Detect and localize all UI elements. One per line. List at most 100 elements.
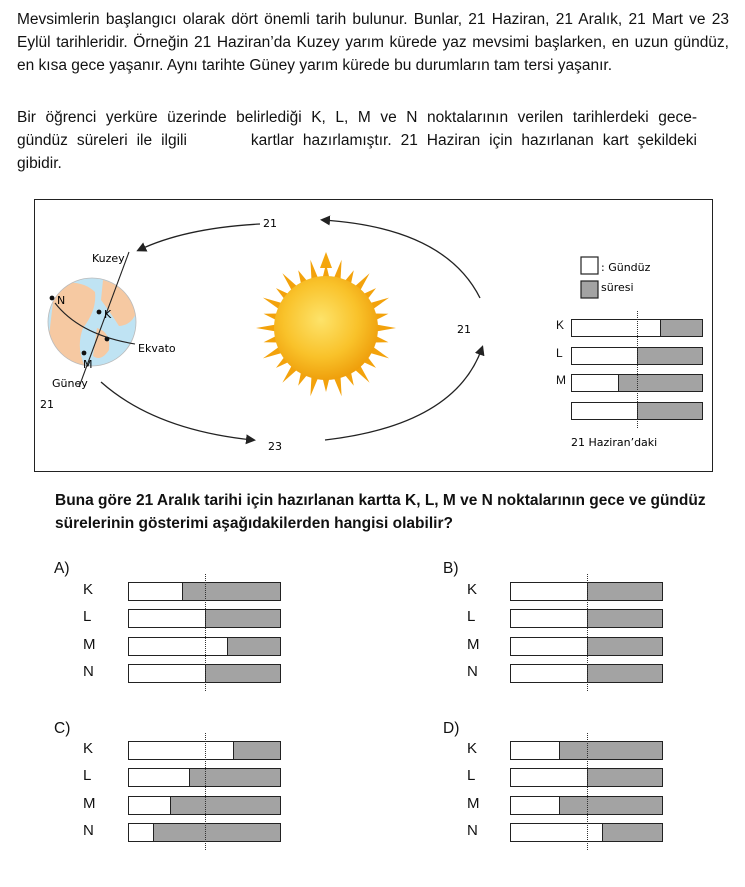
option-row-label: N xyxy=(467,662,478,680)
option-row-day-segment xyxy=(129,823,155,841)
sun-ray xyxy=(354,364,370,383)
sun-ray xyxy=(322,377,330,392)
figure-card-row-day-segment xyxy=(572,347,638,364)
option-row-label: N xyxy=(83,662,94,680)
legend-night-swatch xyxy=(580,280,599,299)
orbit-figure: 21 21 23 21 xyxy=(34,199,713,472)
orbit-arrow-top-right xyxy=(320,215,481,299)
option-row-label: L xyxy=(467,608,476,626)
sun-icon xyxy=(320,252,332,268)
orbit-label-top: 21 xyxy=(263,217,277,230)
figure-card-row-day-segment xyxy=(572,320,662,336)
option-row-day-segment xyxy=(511,637,588,655)
option-row-day-segment xyxy=(129,796,171,814)
option-row-day-segment xyxy=(129,742,235,759)
option-row-label: L xyxy=(83,767,92,785)
option-row-label: M xyxy=(83,794,96,812)
orbit-arrow-bottom-right xyxy=(324,345,485,441)
sun-ray xyxy=(282,273,298,292)
sun-ray xyxy=(310,259,319,281)
scenario-line-2b: kartlar hazırlamıştır. 21 Haziran için h… xyxy=(250,132,697,149)
intro-paragraph: Mevsimlerin başlangıcı olarak dört öneml… xyxy=(17,11,729,74)
option-row-day-segment xyxy=(129,583,183,600)
sun-ray xyxy=(354,273,370,292)
sun-ray xyxy=(262,297,283,310)
legend-day-label: : Gündüz xyxy=(601,261,651,274)
option-letter: D) xyxy=(443,720,460,737)
sun-ray xyxy=(369,346,390,359)
globe-point-n-label: N xyxy=(57,294,65,307)
sun-ray xyxy=(333,375,342,397)
legend-day-swatch xyxy=(580,256,599,275)
point-m xyxy=(81,350,87,356)
orbit-diagram: 21 21 23 21 xyxy=(40,215,657,453)
globe-point-m-label: M xyxy=(83,358,93,371)
sun-ray xyxy=(256,324,277,332)
globe-equator-label: Ekvato xyxy=(138,342,176,355)
figure-caption: 21 Haziran’daki xyxy=(571,436,657,449)
option-row-label: L xyxy=(83,608,92,626)
option-row-label: N xyxy=(467,821,478,839)
sun-ray xyxy=(262,346,283,359)
sun-ray xyxy=(375,324,396,332)
globe-south-label: Güney xyxy=(52,377,88,390)
globe-icon xyxy=(47,251,137,388)
figure-card-row-label: K xyxy=(556,318,565,332)
point-k xyxy=(96,309,102,315)
scenario-line-2: gündüz süreleri ile ilgili kartlar hazırl… xyxy=(17,129,697,152)
sun-ray xyxy=(322,264,330,279)
option-row-midline xyxy=(586,574,588,691)
figure-card-row-label: L xyxy=(556,345,563,360)
figure-card-row-midline xyxy=(637,311,638,428)
option-row-day-segment xyxy=(129,610,206,628)
orbit-label-right: 21 xyxy=(457,323,471,336)
option-row-label: M xyxy=(83,635,96,653)
option-row-day-segment xyxy=(511,769,588,787)
orbit-arrow-top-left xyxy=(136,223,261,252)
option-row-label: N xyxy=(83,821,94,839)
sun-ray xyxy=(369,297,390,310)
option-row-day-segment xyxy=(511,742,561,759)
option-row-midline xyxy=(204,733,206,850)
option-row-label: M xyxy=(467,635,480,653)
figure-card-row-day-segment xyxy=(572,402,638,419)
option-letter: C) xyxy=(54,720,71,737)
option-row-day-segment xyxy=(129,637,229,655)
option-row-midline xyxy=(586,733,588,850)
orbit-label-bottom: 23 xyxy=(268,440,282,453)
option-letter: B) xyxy=(443,560,459,577)
option-row-label: K xyxy=(467,581,478,598)
option-row-label: K xyxy=(467,740,478,757)
sun-ray xyxy=(373,335,389,343)
globe-north-label: Kuzey xyxy=(92,252,125,265)
scenario-line-3: gibidir. xyxy=(17,155,62,172)
figure-card-row-label: M xyxy=(556,373,566,387)
sun-ray xyxy=(282,364,298,383)
orbit-label-left: 21 xyxy=(40,398,54,411)
option-row-day-segment xyxy=(511,823,603,841)
option-letter: A) xyxy=(54,560,70,577)
point-equator xyxy=(104,336,110,342)
scenario-line-1: Bir öğrenci yerküre üzerinde belirlediği… xyxy=(17,109,697,126)
orbit-arrow-bottom-left xyxy=(100,381,256,445)
option-row-day-segment xyxy=(129,664,206,682)
option-row-day-segment xyxy=(129,769,191,787)
sun-ray xyxy=(333,259,342,281)
globe-point-k-label: K xyxy=(104,308,112,321)
question-text: Buna göre 21 Aralık tarihi için hazırlan… xyxy=(55,492,706,532)
option-row-label: K xyxy=(83,740,94,757)
legend-night-label: süresi xyxy=(601,281,634,294)
scenario-paragraph: Bir öğrenci yerküre üzerinde belirlediği… xyxy=(17,106,697,175)
sun-core xyxy=(274,276,378,380)
option-row-day-segment xyxy=(511,583,588,600)
option-row-day-segment xyxy=(511,664,588,682)
scenario-line-2a: gündüz süreleri ile ilgili xyxy=(17,132,187,149)
sun-ray xyxy=(263,335,279,343)
point-n xyxy=(49,295,55,301)
option-row-day-segment xyxy=(511,610,588,628)
figure-card-row-day-segment xyxy=(572,375,619,391)
option-row-label: M xyxy=(467,794,480,812)
option-row-label: L xyxy=(467,767,476,785)
sun-ray xyxy=(310,375,319,397)
option-row-day-segment xyxy=(511,796,561,814)
